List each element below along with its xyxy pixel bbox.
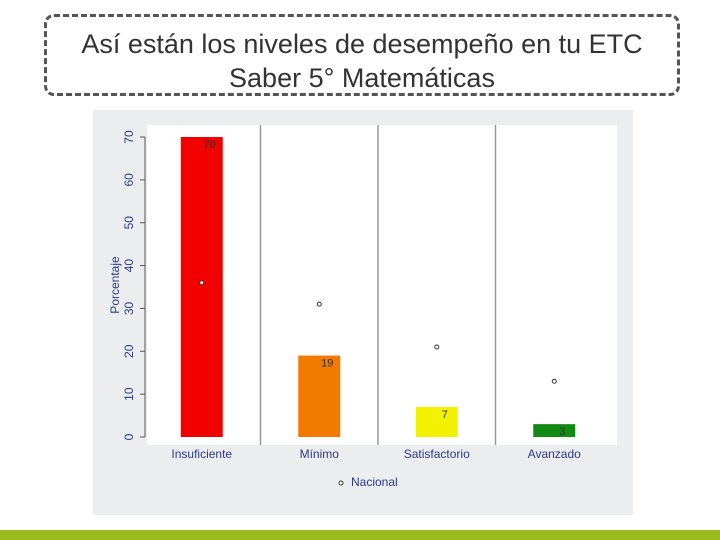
- nacional-point: [551, 378, 557, 384]
- y-tick-label: 60: [122, 173, 136, 187]
- y-tick-label: 0: [122, 433, 136, 440]
- plot-area: [147, 125, 617, 445]
- data-label: 3: [559, 426, 565, 438]
- bar: [298, 355, 341, 437]
- y-tick-label: 40: [122, 259, 136, 273]
- slide-title: Así están los niveles de desempeño en tu…: [44, 14, 680, 96]
- data-label: 19: [321, 357, 333, 369]
- y-tick-label: 50: [122, 216, 136, 230]
- y-tick-label: 70: [122, 130, 136, 144]
- nacional-point: [199, 280, 205, 286]
- data-label: 70: [204, 139, 216, 151]
- y-tick-label: 30: [122, 301, 136, 315]
- y-tick-label: 20: [122, 344, 136, 358]
- bar: [415, 407, 458, 437]
- x-tick-label: Mínimo: [300, 447, 340, 461]
- y-axis-label: Porcentaje: [108, 256, 122, 314]
- legend-label: Nacional: [351, 475, 398, 489]
- x-tick-label: Insuficiente: [171, 447, 232, 461]
- legend-marker: [338, 480, 344, 486]
- footer-strip: [0, 530, 720, 540]
- nacional-point: [434, 344, 440, 350]
- data-label: 7: [442, 409, 448, 421]
- bar: [180, 137, 223, 437]
- x-tick-label: Avanzado: [528, 447, 581, 461]
- nacional-point: [316, 301, 322, 307]
- bar: [533, 424, 576, 437]
- x-tick-label: Satisfactorio: [404, 447, 470, 461]
- y-tick-label: 10: [122, 387, 136, 401]
